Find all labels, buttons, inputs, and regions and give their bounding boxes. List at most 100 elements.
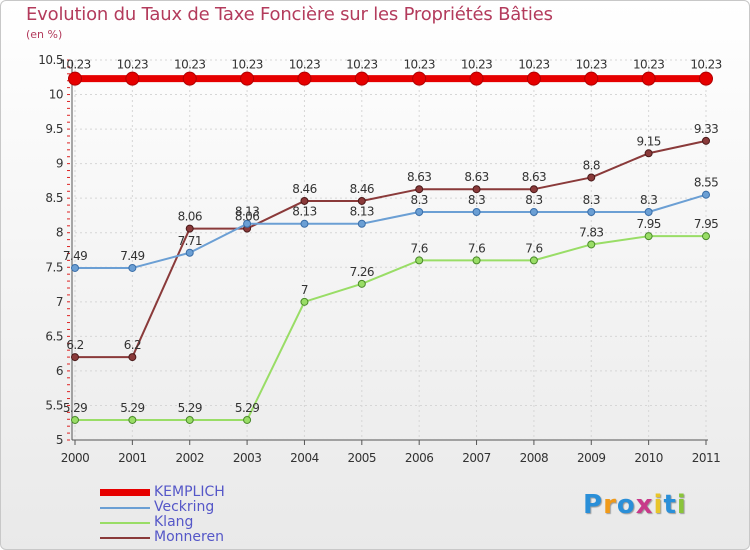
data-label: 7.6 [468, 241, 485, 255]
data-label: 7 [301, 283, 308, 297]
chart-axes: 5 5.5 6 6.5 7 7.5 8 8.5 9 9.5 10 10.5 2000 2001 2002 20… [38, 53, 720, 465]
data-point-kemplich [469, 71, 484, 86]
data-label: 7.26 [350, 265, 374, 279]
x-tick-label: 2011 [692, 451, 721, 465]
series-line-klang [75, 235, 706, 421]
data-label: 9.33 [694, 122, 718, 136]
legend-item-monneren: Monneren [100, 529, 300, 546]
logo-letter: r [603, 490, 617, 520]
chart-title: Evolution du Taux de Taxe Foncière sur l… [26, 4, 553, 25]
data-point-monneren [415, 185, 424, 194]
logo-letter: x [635, 490, 654, 520]
data-label: 10.23 [576, 58, 607, 72]
data-label: 10.23 [59, 58, 90, 72]
data-label: 8.13 [235, 205, 259, 219]
logo-letter: P [583, 490, 604, 520]
data-label: 10.23 [174, 58, 205, 72]
data-label: 8.63 [464, 170, 488, 184]
data-point-veckring [357, 219, 366, 228]
data-label: 10.23 [231, 58, 262, 72]
data-label: 5.29 [235, 401, 259, 415]
data-label: 8.13 [292, 205, 316, 219]
data-point-monneren [71, 353, 79, 362]
legend-item-veckring: Veckring [100, 499, 300, 516]
data-label: 10.23 [690, 58, 721, 72]
data-point-veckring [472, 208, 481, 216]
data-label: 10.23 [346, 58, 377, 72]
data-point-klang [357, 279, 366, 288]
y-tick-label: 10 [49, 88, 63, 102]
y-tick-label: 6 [56, 364, 63, 378]
data-label: 8.13 [350, 205, 374, 219]
data-label: 7.6 [411, 241, 428, 255]
logo-letter: o [616, 490, 636, 520]
data-point-kemplich [182, 71, 197, 86]
data-label: 10.23 [633, 58, 664, 72]
legend-swatch [100, 537, 150, 539]
data-label: 10.23 [117, 58, 148, 72]
data-point-veckring [587, 208, 596, 216]
x-tick-label: 2003 [233, 451, 262, 465]
x-tick-label: 2002 [175, 451, 204, 465]
data-point-kemplich [584, 71, 599, 86]
y-tick-label: 7 [56, 295, 63, 309]
data-label: 10.23 [518, 58, 549, 72]
chart-data-labels: 10.23 10.23 10.23 10.23 10.23 10.23 10.23 10.23… [59, 58, 722, 415]
y-tick-label: 10.5 [38, 53, 63, 67]
data-point-monneren [702, 136, 710, 145]
data-label: 8.55 [694, 176, 718, 190]
data-label: 7.49 [63, 249, 87, 263]
data-label: 8.8 [583, 158, 600, 172]
data-point-monneren [529, 185, 538, 194]
series-line-monneren [75, 139, 707, 359]
series-line-veckring [75, 193, 707, 269]
legend-label: Veckring [154, 499, 215, 515]
data-point-klang [415, 256, 424, 265]
data-point-veckring [300, 219, 309, 228]
data-label: 7.71 [178, 234, 202, 248]
legend-item-kemplich: KEMPLICH [100, 484, 300, 501]
y-tick-label: 8.5 [45, 191, 63, 205]
data-point-kemplich [125, 71, 140, 86]
data-point-klang [529, 256, 538, 265]
legend-label: Klang [154, 514, 194, 530]
data-point-klang [472, 256, 481, 265]
data-point-monneren [128, 353, 137, 362]
data-label: 8.63 [407, 170, 431, 184]
data-point-monneren [644, 149, 653, 158]
data-label: 8.3 [468, 193, 485, 207]
data-label: 10.23 [461, 58, 492, 72]
data-point-veckring [529, 208, 538, 216]
data-label: 7.6 [525, 241, 542, 255]
logo-letter: t [663, 490, 677, 520]
legend-swatch [100, 507, 150, 509]
data-point-klang [71, 415, 79, 424]
data-point-kemplich [354, 71, 369, 86]
data-label: 7.49 [120, 249, 144, 263]
legend-swatch [100, 489, 150, 496]
data-point-klang [702, 232, 710, 241]
data-label: 7.95 [694, 217, 718, 231]
data-label: 10.23 [289, 58, 320, 72]
data-point-monneren [185, 224, 194, 233]
data-label: 7.83 [579, 225, 603, 239]
data-point-monneren [587, 173, 596, 182]
data-label: 5.29 [63, 401, 87, 415]
data-label: 6.2 [66, 338, 83, 352]
data-point-kemplich [699, 71, 713, 86]
y-tick-label: 5.5 [45, 398, 63, 412]
legend-swatch [100, 522, 150, 524]
data-label: 5.29 [120, 401, 144, 415]
x-tick-label: 2008 [520, 451, 549, 465]
legend-item-klang: Klang [100, 514, 300, 531]
legend-label: KEMPLICH [154, 484, 225, 500]
data-point-veckring [415, 208, 424, 216]
data-label: 9.15 [636, 134, 660, 148]
data-label: 8.46 [292, 182, 316, 196]
data-label: 7.95 [636, 217, 660, 231]
data-label: 8.3 [411, 193, 428, 207]
logo-letter: i [676, 490, 687, 520]
y-tick-label: 9.5 [45, 122, 63, 136]
x-tick-label: 2006 [405, 451, 434, 465]
